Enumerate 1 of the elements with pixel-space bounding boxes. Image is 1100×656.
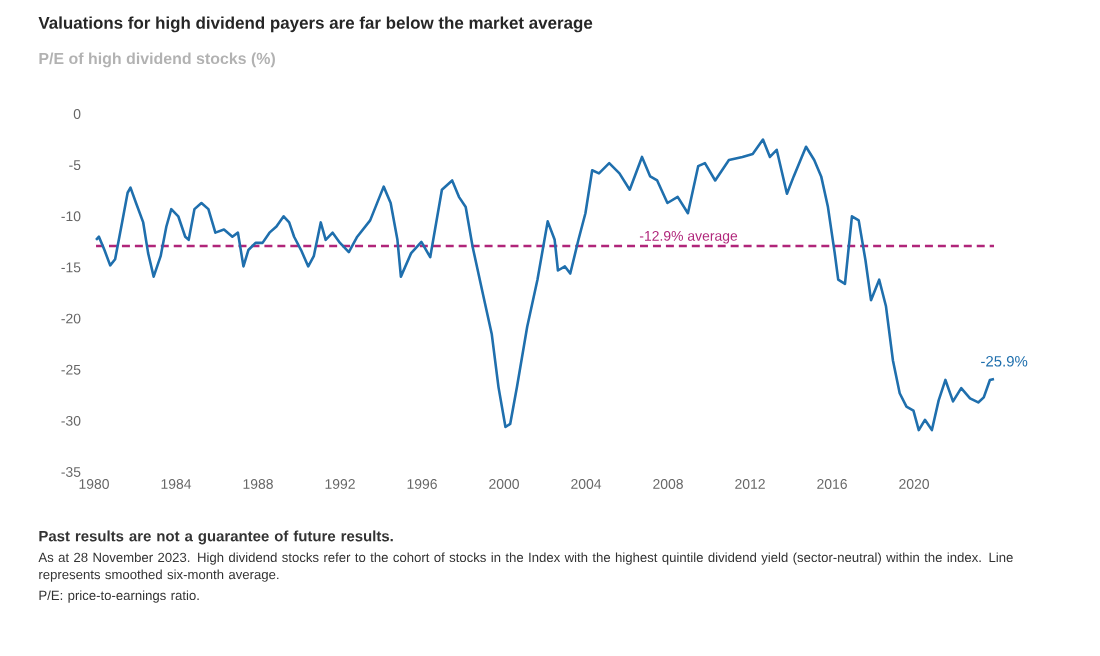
chart-title: Valuations for high dividend payers are far below the market average (38, 16, 593, 33)
